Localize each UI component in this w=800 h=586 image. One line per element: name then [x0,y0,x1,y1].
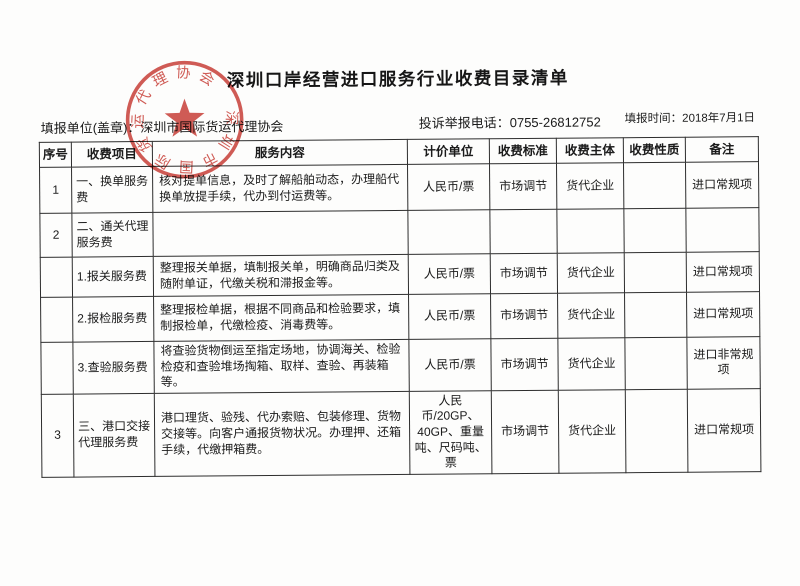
table-row: 1 一、换单服务费 核对提单信息，及时了解船舶动态，办理船代换单放提手续，代办到… [40,162,759,214]
cell-pricing-unit: 人民币/票 [408,254,490,295]
cell-fee-item: 2.报检服务费 [73,296,154,342]
cell-remarks: 进口常规项 [687,388,761,472]
cell-pricing-unit [408,210,490,255]
cell-seq [41,297,73,342]
filler-unit-line: 填报单位(盖章)：深圳市国际货运代理协会 [41,116,284,137]
cell-service-content: 港口理货、验残、代办索赔、包装修理、货物交接等。向客户通报货物状况。办理押、还箱… [154,391,410,476]
cell-fee-item: 二、通关代理服务费 [72,212,153,257]
complaint-hotline-label: 投诉举报电话： [419,115,510,131]
cell-remarks: 进口常规项 [687,292,760,338]
cell-fee-standard: 市场调节 [491,390,559,473]
table-row: 2.报检服务费 整理报检单据，根据不同商品和检验要求，填制报检单，代缴检疫、消毒… [41,292,760,343]
complaint-hotline-line: 投诉举报电话：0755-26812752 [419,111,601,131]
table-row: 2 二、通关代理服务费 [40,208,759,258]
column-header-service-content: 服务内容 [152,139,407,166]
cell-pricing-unit: 人民币/票 [409,294,491,340]
table-row: 3.查验服务费 将查验货物倒运至指定场地，协调海关、检验检疫和查验堆场掏箱、取样… [41,337,760,394]
cell-remarks: 进口常规项 [686,252,759,293]
table-row: 1.报关服务费 整理报关单据，填制报关单，明确商品归类及随附单证，代缴关税和滞报… [40,252,759,298]
cell-fee-nature [624,208,686,252]
cell-fee-subject: 货代企业 [558,390,626,473]
cell-fee-subject: 货代企业 [558,338,625,390]
cell-fee-nature [625,292,687,337]
complaint-hotline-number: 0755-26812752 [510,114,601,130]
cell-pricing-unit: 人民币/票 [409,339,491,391]
cell-fee-subject: 货代企业 [557,253,624,294]
cell-fee-item: 1.报关服务费 [72,256,153,297]
cell-seq: 2 [40,213,72,257]
cell-fee-standard: 市场调节 [490,253,557,294]
cell-service-content: 将查验货物倒运至指定场地，协调海关、检验检疫和查验堆场掏箱、取样、查验、再装箱等… [154,339,409,393]
cell-remarks [686,208,759,253]
filing-date-line: 填报时间：2018年7月1日 [625,109,755,126]
cell-fee-item: 3.查验服务费 [73,341,154,393]
cell-fee-standard [490,209,557,254]
cell-remarks: 进口非常规项 [687,337,760,389]
cell-pricing-unit: 人民币/20GP、40GP、重量吨、尺码吨、票 [409,391,492,475]
cell-fee-subject: 货代企业 [558,293,625,339]
filler-unit-label: 填报单位(盖章)： [41,120,141,136]
cell-seq [40,257,72,297]
fee-catalog-table: 序号 收费项目 服务内容 计价单位 收费标准 收费主体 收费性质 备注 1 一、… [39,136,762,477]
cell-fee-item: 三、港口交接代理服务费 [73,393,155,477]
filing-date-value: 2018年7月1日 [682,112,755,125]
filing-date-label: 填报时间： [625,113,683,125]
cell-fee-item: 一、换单服务费 [72,166,153,213]
cell-service-content: 整理报关单据，填制报关单，明确商品归类及随附单证，代缴关税和滞报金等。 [153,254,408,296]
column-header-pricing-unit: 计价单位 [407,139,489,165]
column-header-seq: 序号 [39,142,71,167]
cell-seq: 3 [41,394,74,477]
cell-fee-standard: 市场调节 [491,338,558,390]
column-header-fee-item: 收费项目 [71,141,152,167]
cell-seq [41,342,73,394]
filler-unit-value: 深圳市国际货运代理协会 [140,119,283,135]
cell-service-content: 核对提单信息，及时了解船舶动态，办理船代换单放提手续，代办到付运费等。 [153,164,408,212]
cell-fee-nature [625,389,688,472]
cell-seq: 1 [40,167,72,213]
cell-fee-nature [625,337,687,389]
cell-fee-standard: 市场调节 [491,293,558,339]
column-header-fee-subject: 收费主体 [556,138,623,164]
cell-fee-subject [557,209,624,254]
cell-fee-nature [623,162,685,208]
cell-fee-subject: 货代企业 [556,163,623,210]
page-title: 深圳口岸经营进口服务行业收费目录清单 [38,63,757,94]
cell-fee-nature [624,252,686,292]
table-row: 3 三、港口交接代理服务费 港口理货、验残、代办索赔、包装修理、货物交接等。向客… [41,388,761,477]
cell-service-content: 整理报检单据，根据不同商品和检验要求，填制报检单，代缴检疫、消毒费等。 [154,294,409,341]
column-header-fee-standard: 收费标准 [489,138,556,164]
cell-pricing-unit: 人民币/票 [408,164,490,211]
cell-remarks: 进口常规项 [685,162,758,209]
cell-service-content [153,210,408,256]
column-header-fee-nature: 收费性质 [623,137,685,162]
column-header-remarks: 备注 [685,137,758,163]
cell-fee-standard: 市场调节 [489,163,556,210]
